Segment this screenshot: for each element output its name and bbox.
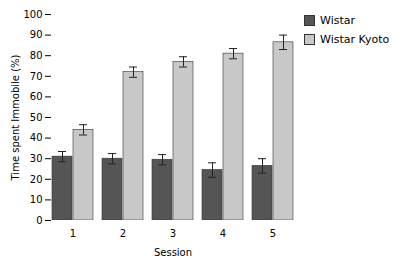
svg-text:80: 80 [30,50,43,61]
svg-text:10: 10 [30,194,43,205]
svg-text:40: 40 [30,132,43,143]
svg-text:5: 5 [270,228,276,239]
svg-text:20: 20 [30,174,43,185]
svg-text:Session: Session [154,247,192,258]
html-text:Wistar Kyoto: Wistar Kyoto [320,33,390,46]
svg-text:4: 4 [220,228,226,239]
svg-text:30: 30 [30,153,43,164]
svg-text:3: 3 [170,228,176,239]
svg-text:1: 1 [70,228,76,239]
svg-text:100: 100 [23,9,42,20]
svg-text:2: 2 [120,228,126,239]
svg-text:0: 0 [36,215,42,226]
svg-text:60: 60 [30,91,43,102]
svg-text:Time spent Immobile (%): Time spent Immobile (%) [10,54,21,181]
svg-text:50: 50 [30,112,43,123]
svg-text:90: 90 [30,29,43,40]
html-text:Wistar: Wistar [320,14,355,27]
svg-text:70: 70 [30,71,43,82]
